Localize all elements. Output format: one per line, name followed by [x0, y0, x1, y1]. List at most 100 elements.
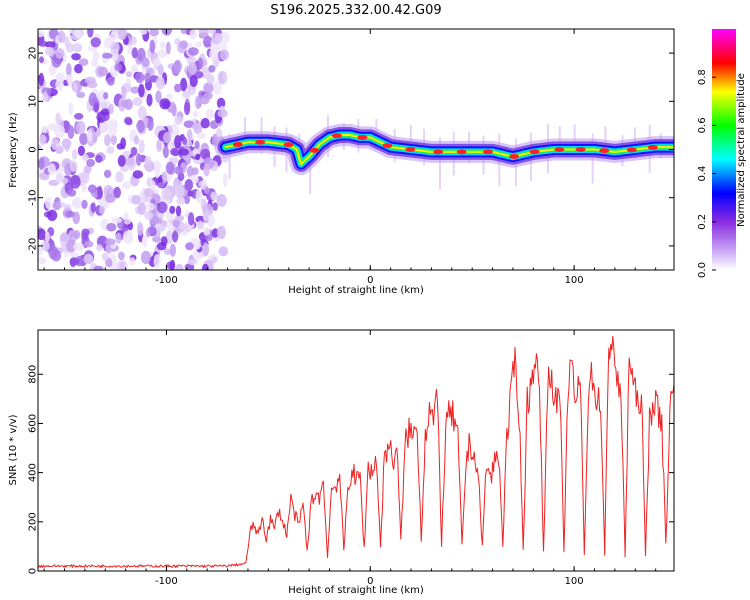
noise-blob [102, 52, 113, 59]
noise-blob [185, 242, 194, 251]
noise-blob [104, 238, 116, 246]
noise-blob [184, 179, 194, 191]
noise-blob [81, 228, 90, 237]
noise-blob [178, 223, 189, 231]
noise-blob [73, 197, 82, 210]
ridge-peak [331, 133, 342, 139]
noise-blob [81, 199, 88, 209]
y-tick-label: 600 [28, 414, 39, 433]
noise-blob [206, 74, 215, 85]
noise-blob [92, 51, 100, 61]
noise-blob [183, 101, 191, 116]
noise-blob [104, 134, 111, 147]
noise-blob [178, 148, 189, 156]
noise-blob [208, 29, 217, 35]
noise-blob [65, 210, 75, 218]
noise-blob [88, 92, 98, 107]
noise-blob [117, 155, 126, 167]
noise-blob [135, 71, 145, 84]
noise-blob [38, 157, 45, 170]
noise-blob [117, 29, 127, 41]
noise-blob [203, 226, 211, 236]
noise-blob [172, 230, 179, 243]
noise-blob [214, 33, 223, 43]
noise-blob [42, 91, 49, 102]
noise-blob [111, 217, 122, 224]
x-tick-label: 100 [565, 576, 584, 587]
frequency-ridge [214, 115, 674, 194]
noise-blob [187, 62, 198, 75]
noise-blob [55, 112, 61, 125]
noise-blob [187, 258, 198, 266]
colorbar-label: Normalized spectral amplitude [736, 73, 747, 227]
ridge-peak [382, 143, 393, 149]
snr-frame [37, 329, 675, 572]
noise-blob [103, 92, 109, 100]
snr-axes: -100 0 100 0 200 400 600 800 [28, 330, 674, 587]
ridge-peak [433, 149, 444, 155]
noise-blob [127, 44, 133, 55]
noise-blob [209, 48, 219, 61]
noise-blob [203, 163, 210, 177]
noise-blob [195, 41, 203, 48]
noise-blob [96, 244, 103, 252]
noise-blob [78, 58, 89, 66]
noise-blob [192, 239, 202, 250]
noise-blob [130, 86, 140, 94]
noise-blob [44, 231, 50, 243]
noise-blob [219, 49, 230, 61]
snr-xlabel: Height of straight line (km) [288, 585, 424, 596]
colorbar-tick-label: 0.0 [697, 262, 708, 278]
noise-blob [196, 220, 205, 230]
noise-blob [165, 230, 174, 245]
noise-blob [84, 240, 94, 248]
noise-blob [131, 47, 138, 59]
noise-blob [153, 254, 161, 269]
noise-blob [203, 91, 213, 100]
noise-blob [48, 179, 60, 186]
noise-blob [97, 197, 108, 206]
noise-blob [175, 205, 182, 217]
noise-blob [77, 145, 85, 156]
noise-blob [154, 165, 161, 179]
noise-blob [149, 39, 156, 54]
x-tick-label: -100 [155, 275, 178, 286]
noise-blob [174, 135, 182, 149]
spectrogram-xlabel: Height of straight line (km) [288, 285, 424, 296]
noise-blob [156, 201, 168, 214]
noise-blob [115, 232, 122, 244]
noise-blob [90, 202, 96, 213]
noise-blob [121, 86, 127, 100]
noise-blob [41, 125, 48, 134]
noise-blob [144, 72, 151, 83]
noise-blob [174, 115, 183, 125]
colorbar-gradient [712, 29, 736, 270]
noise-blob [183, 120, 195, 128]
noise-blob [70, 251, 80, 259]
noise-blob [93, 265, 104, 270]
noise-blob [54, 125, 66, 138]
noise-blob [122, 230, 134, 244]
noise-blob [182, 136, 188, 146]
noise-blob [175, 263, 184, 270]
noise-blob [182, 90, 192, 99]
noise-blob [222, 71, 228, 84]
snr-ylabel: SNR (10 * v/v) [8, 414, 19, 485]
noise-blob [139, 29, 148, 35]
x-tick-label: 100 [565, 275, 584, 286]
noise-blob [131, 194, 141, 205]
noise-blob [161, 171, 167, 184]
noise-blob [155, 90, 162, 103]
y-tick-label: -20 [28, 238, 39, 254]
noise-blob [221, 44, 227, 51]
noise-blob [61, 138, 72, 149]
noise-blob [161, 188, 172, 201]
noise-blob [174, 38, 181, 46]
noise-blob [131, 64, 139, 74]
noise-blob [72, 82, 78, 93]
noise-blob [61, 177, 69, 185]
ridge-peak [283, 142, 294, 148]
noise-blob [194, 140, 200, 150]
ridge-peak [309, 147, 320, 153]
